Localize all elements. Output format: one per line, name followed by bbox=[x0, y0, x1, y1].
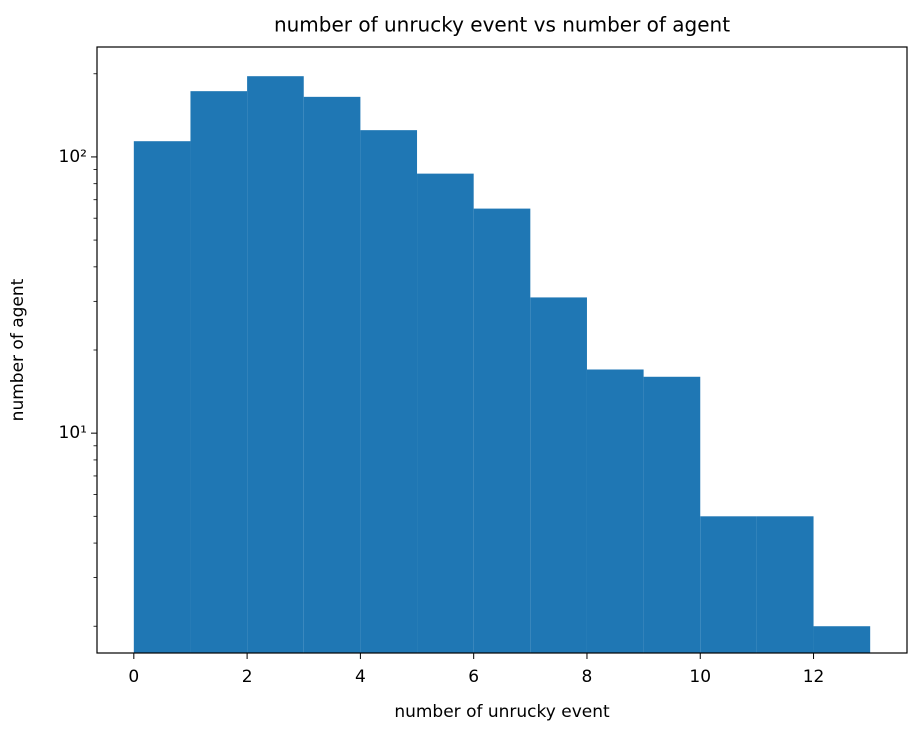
y-axis-label: number of agent bbox=[8, 278, 28, 421]
y-tick-label: 10¹ bbox=[59, 423, 87, 443]
bar bbox=[586, 369, 644, 653]
x-tick-label: 0 bbox=[128, 667, 139, 687]
x-tick-label: 6 bbox=[468, 667, 479, 687]
bar bbox=[643, 376, 701, 653]
bar bbox=[360, 130, 418, 653]
x-tick-label: 8 bbox=[582, 667, 593, 687]
bar bbox=[417, 173, 474, 653]
bar bbox=[303, 96, 361, 653]
bar bbox=[530, 297, 587, 653]
x-tick-label: 2 bbox=[242, 667, 253, 687]
bar bbox=[133, 141, 191, 653]
y-tick-label: 10² bbox=[59, 147, 87, 167]
bar bbox=[473, 208, 531, 653]
bar bbox=[700, 516, 757, 653]
x-tick-label: 4 bbox=[355, 667, 366, 687]
bar bbox=[813, 626, 871, 653]
x-axis-label: number of unrucky event bbox=[394, 702, 610, 722]
plot-frame bbox=[96, 46, 908, 654]
bar bbox=[756, 516, 814, 653]
x-tick-label: 12 bbox=[803, 667, 825, 687]
chart-title: number of unrucky event vs number of age… bbox=[274, 13, 730, 37]
x-tick-label: 10 bbox=[689, 667, 711, 687]
bar bbox=[190, 91, 248, 653]
bar bbox=[247, 76, 304, 654]
